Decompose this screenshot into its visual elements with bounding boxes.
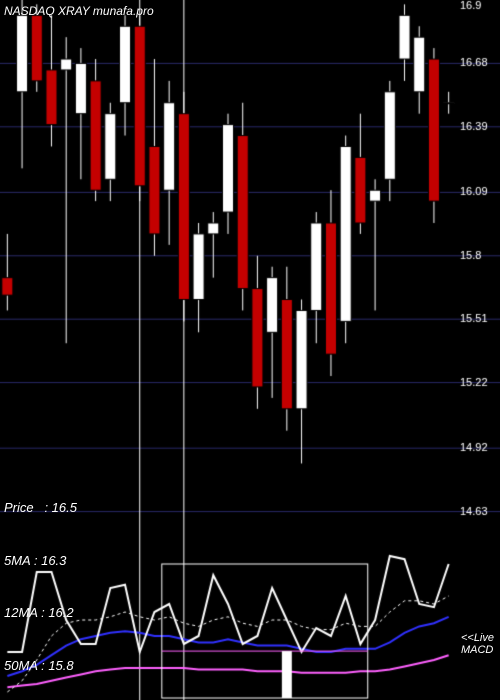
- stat-12ma: 12MA : 16.2: [4, 604, 77, 622]
- stats-block: Price : 16.5 5MA : 16.3 12MA : 16.2 50MA…: [4, 464, 77, 692]
- stat-5ma: 5MA : 16.3: [4, 552, 77, 570]
- macd-live-label: <<Live MACD: [461, 632, 494, 656]
- stat-50ma: 50MA : 15.8: [4, 657, 77, 675]
- stat-price: Price : 16.5: [4, 499, 77, 517]
- ticker-label: NASDAQ XRAY munafa.pro: [4, 4, 154, 18]
